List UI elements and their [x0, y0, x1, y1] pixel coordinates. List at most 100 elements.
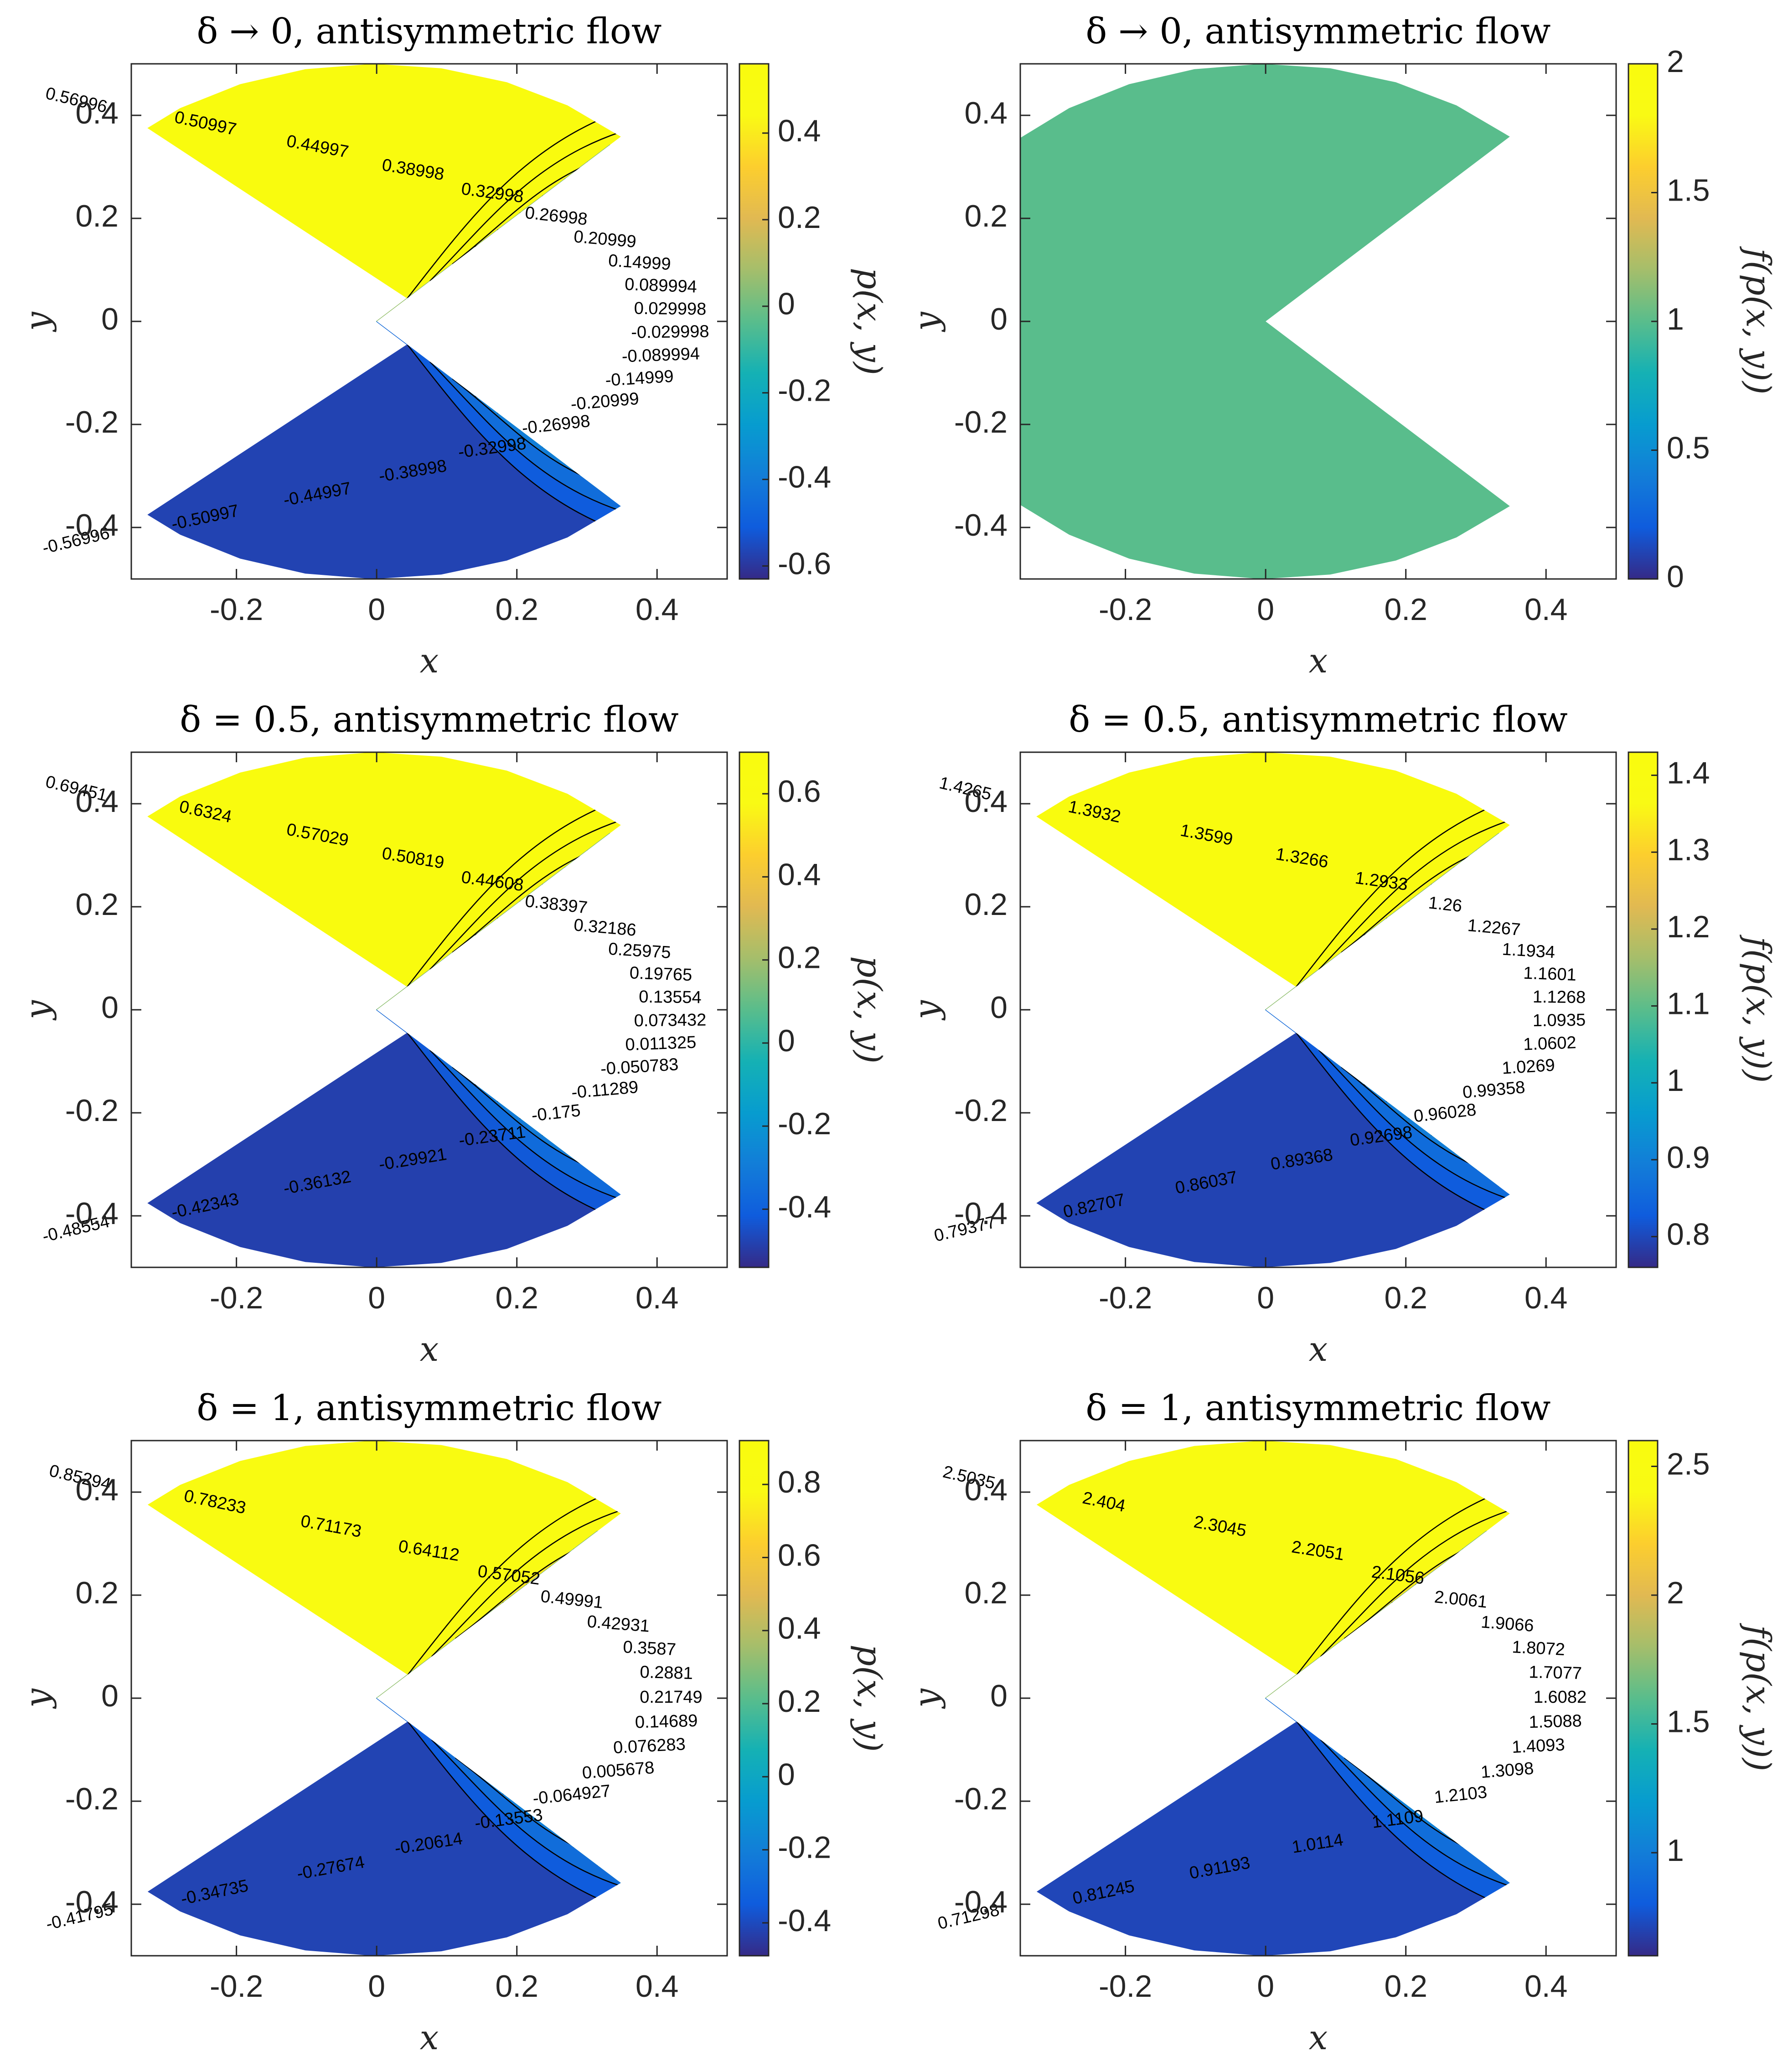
plot-title: δ = 0.5, antisymmetric flow	[1069, 699, 1568, 740]
x-tick-label: -0.2	[1099, 592, 1152, 627]
colorbar-label: f(p(x, y))	[1739, 246, 1778, 395]
x-tick-label: 0	[1257, 1969, 1274, 2004]
contour-label: 0.076283	[613, 1735, 686, 1757]
y-tick-label: -0.4	[954, 508, 1008, 543]
colorbar-tick-label: 0	[778, 287, 795, 321]
plot-title: δ = 1, antisymmetric flow	[196, 1388, 661, 1429]
panel-6: 2.50352.4042.30452.20512.10562.00611.906…	[907, 1388, 1778, 2057]
contour-line	[1341, 822, 1510, 953]
colorbar-tick-label: -0.2	[778, 1106, 831, 1141]
x-tick-label: -0.2	[1099, 1969, 1152, 2004]
colorbar-tick-label: 0.4	[778, 857, 821, 892]
contour-line	[452, 822, 621, 953]
colorbar: 2 1.5 1 0.5 0 f(p(x, y))	[1628, 44, 1778, 594]
panel-1: 0.569960.509970.449970.389980.329980.269…	[18, 11, 889, 681]
colorbar-tick-label: 1.4	[1667, 756, 1710, 791]
x-tick-label: -0.2	[210, 592, 263, 627]
contour-label: 0.25975	[608, 940, 672, 962]
y-tick-label: -0.2	[65, 405, 119, 439]
x-tick-label: -0.2	[210, 1969, 263, 2004]
contour-label: 1.26	[1427, 893, 1463, 916]
contour-line	[407, 1033, 621, 1246]
colorbar-tick-label: 1.3	[1667, 832, 1710, 867]
y-tick-label: -0.4	[65, 1885, 119, 1919]
y-tick-label: -0.2	[65, 1093, 119, 1128]
colorbar-tick-label: 0.2	[778, 200, 821, 235]
plot-title: δ = 0.5, antisymmetric flow	[180, 699, 679, 740]
contour-line	[429, 361, 621, 533]
contour-label: 0.13554	[639, 987, 702, 1008]
contour-label: 1.1268	[1533, 987, 1586, 1007]
colorbar-tick-label: 1	[1667, 1833, 1684, 1868]
contour-line	[429, 1049, 621, 1222]
y-tick-label: 0	[101, 302, 119, 336]
y-tick-label: -0.4	[65, 1196, 119, 1231]
colorbar-tick-label: 1	[1667, 302, 1684, 336]
x-axis-label: x	[420, 2018, 439, 2057]
colorbar-label: f(p(x, y))	[1739, 935, 1778, 1083]
contour-line	[1318, 798, 1510, 970]
y-tick-label: 0.2	[75, 887, 119, 922]
y-tick-label: 0	[990, 302, 1008, 336]
colorbar-tick-label: -0.6	[778, 546, 831, 581]
x-tick-label: 0.4	[636, 1969, 679, 2004]
x-axis-label: x	[1309, 1330, 1328, 1369]
colorbar: 0.6 0.4 0.2 0 -0.2 -0.4 p(x, y)	[739, 751, 889, 1268]
y-tick-label: -0.2	[954, 1093, 1008, 1128]
contour-line	[1296, 774, 1510, 987]
colorbar: 2.5 2 1.5 1 f(p(x, y))	[1628, 1440, 1778, 1957]
contour-line	[431, 1739, 621, 1908]
y-tick-label: 0.4	[75, 1473, 119, 1507]
colorbar-tick-label: 0.4	[778, 1611, 821, 1646]
contour-label: 0.2881	[640, 1663, 693, 1683]
contour-label: 0.3587	[623, 1638, 677, 1659]
colorbar-tick-label: 1	[1667, 1063, 1684, 1098]
contour-line	[1318, 1049, 1510, 1222]
contour-label: 1.1934	[1502, 940, 1556, 962]
colorbar-gradient	[739, 63, 770, 580]
colorbar-tick-label: 2	[1667, 1576, 1684, 1610]
x-tick-label: 0	[368, 592, 385, 627]
contour-label: 1.7077	[1529, 1663, 1582, 1683]
y-tick-label: 0.2	[964, 887, 1008, 922]
contour-line	[407, 774, 621, 987]
contour-line	[407, 85, 621, 299]
panel-3: 0.694510.63240.570290.508190.446080.3839…	[18, 699, 889, 1369]
contour-line	[1296, 1033, 1510, 1246]
y-axis-label: y	[18, 311, 57, 332]
contour-label: -0.14999	[605, 367, 674, 390]
x-axis-label: x	[420, 1330, 439, 1369]
x-tick-label: 0.4	[636, 592, 679, 627]
y-tick-label: -0.2	[65, 1782, 119, 1816]
colorbar-tick-label: 0.6	[778, 1538, 821, 1572]
colorbar-gradient	[1628, 1440, 1659, 1957]
colorbar-tick-label: 0	[1667, 559, 1684, 594]
y-tick-label: 0.4	[964, 784, 1008, 819]
contour-label: 1.2267	[1467, 916, 1521, 940]
colorbar-label: f(p(x, y))	[1739, 1623, 1778, 1772]
contour-label: -0.050783	[600, 1055, 679, 1079]
colorbar-tick-label: 0	[778, 1757, 795, 1792]
colorbar: 0.8 0.6 0.4 0.2 0 -0.2 -0.4 p(x, y)	[739, 1440, 889, 1957]
contour-line	[431, 1488, 621, 1657]
contour-line	[452, 134, 621, 265]
colorbar-tick-label: -0.4	[778, 460, 831, 495]
x-tick-label: 0.2	[1384, 592, 1427, 627]
panel-4: 1.42651.39321.35991.32661.29331.261.2267…	[907, 699, 1778, 1369]
x-tick-label: 0	[1257, 592, 1274, 627]
colorbar-tick-label: 2.5	[1667, 1447, 1710, 1481]
contour-line	[408, 1721, 621, 1934]
contour-line	[452, 378, 621, 509]
x-axis-label: x	[420, 641, 439, 681]
contour-label: 0.19765	[629, 963, 692, 985]
y-tick-label: 0	[101, 990, 119, 1025]
x-tick-label: 0.4	[1524, 1969, 1568, 2004]
y-tick-label: -0.2	[954, 1782, 1008, 1816]
colorbar-label: p(x, y)	[850, 956, 889, 1064]
contour-line	[429, 798, 621, 970]
colorbar-tick-label: 0.2	[778, 1684, 821, 1719]
x-tick-label: 0.4	[1524, 592, 1568, 627]
y-tick-label: 0	[990, 1679, 1008, 1713]
colorbar-gradient	[739, 1440, 770, 1957]
